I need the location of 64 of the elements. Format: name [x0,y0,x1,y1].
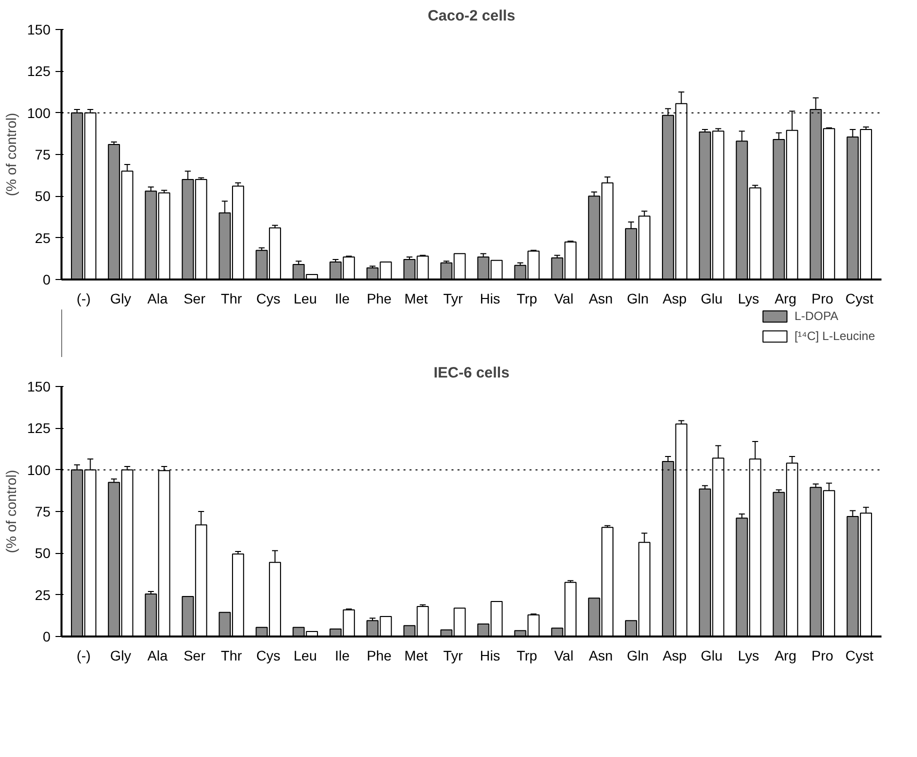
x-tick-label: Thr [220,648,242,664]
y-tick-label: 25 [34,230,51,246]
x-tick-label: Tyr [443,290,464,306]
y-tick-label: 0 [42,628,51,644]
x-tick-label: Gly [110,648,132,664]
y-axis-title: (% of control) [3,112,20,196]
y-tick-label: 50 [34,545,51,562]
y-tick-label: 50 [34,188,51,204]
x-tick-label: Lys [738,290,760,306]
chart-title: Caco-2 cells [428,8,516,24]
x-tick-label: His [480,290,500,306]
x-tick-label: Asn [588,648,613,664]
x-tick-label: Pro [812,648,834,664]
x-tick-label: Ser [184,290,206,306]
y-tick-label: 100 [27,462,51,478]
x-tick-label: Asp [662,648,687,664]
x-tick-label: Cyst [845,290,874,306]
x-tick-label: Gln [626,648,649,664]
x-tick-label: Cyst [845,648,874,664]
legend-label: [¹⁴C] L-Leucine [794,329,875,343]
x-tick-label: Phe [366,290,392,306]
x-tick-label: Asp [662,290,687,306]
x-tick-label: Tyr [443,648,464,664]
y-tick-label: 125 [27,63,51,80]
y-tick-label: 75 [34,146,51,162]
y-tick-label: 150 [27,22,51,38]
x-tick-label: Trp [516,648,538,664]
x-tick-label: Leu [294,648,317,664]
y-tick-label: 100 [27,104,51,121]
y-tick-label: 75 [34,504,51,520]
x-tick-label: His [480,648,500,664]
x-tick-label: Arg [774,290,796,306]
x-tick-label: Thr [220,290,242,306]
x-tick-label: Leu [294,290,317,306]
x-tick-label: Ile [334,648,350,664]
x-tick-label: Phe [366,648,392,664]
y-tick-label: 0 [42,272,51,288]
x-tick-label: Met [404,290,428,306]
x-tick-label: Arg [774,648,796,664]
x-tick-label: Pro [812,290,834,306]
x-tick-label: (-) [76,290,91,306]
x-tick-label: Cys [256,290,280,306]
x-tick-label: Val [554,648,574,664]
y-axis-title: (% of control) [3,470,20,554]
x-tick-label: Glu [700,290,722,306]
x-tick-label: Glu [700,648,722,664]
x-tick-label: Ala [147,648,168,664]
x-tick-label: Trp [516,290,538,306]
x-tick-label: Val [554,290,574,306]
x-tick-label: Ala [147,290,168,306]
chart-title: IEC-6 cells [434,364,510,382]
x-tick-label: (-) [76,648,91,664]
x-tick-label: Ser [184,648,206,664]
x-tick-label: Gly [110,290,132,306]
y-tick-label: 150 [27,378,51,394]
legend-label: L-DOPA [794,309,838,323]
y-tick-label: 25 [34,586,51,603]
x-tick-label: Ile [334,290,350,306]
x-tick-label: Asn [588,290,613,306]
x-tick-label: Gln [626,290,649,306]
x-tick-label: Cys [256,648,280,664]
y-tick-label: 125 [27,420,51,436]
x-tick-label: Met [404,648,428,664]
x-tick-label: Lys [738,648,760,664]
